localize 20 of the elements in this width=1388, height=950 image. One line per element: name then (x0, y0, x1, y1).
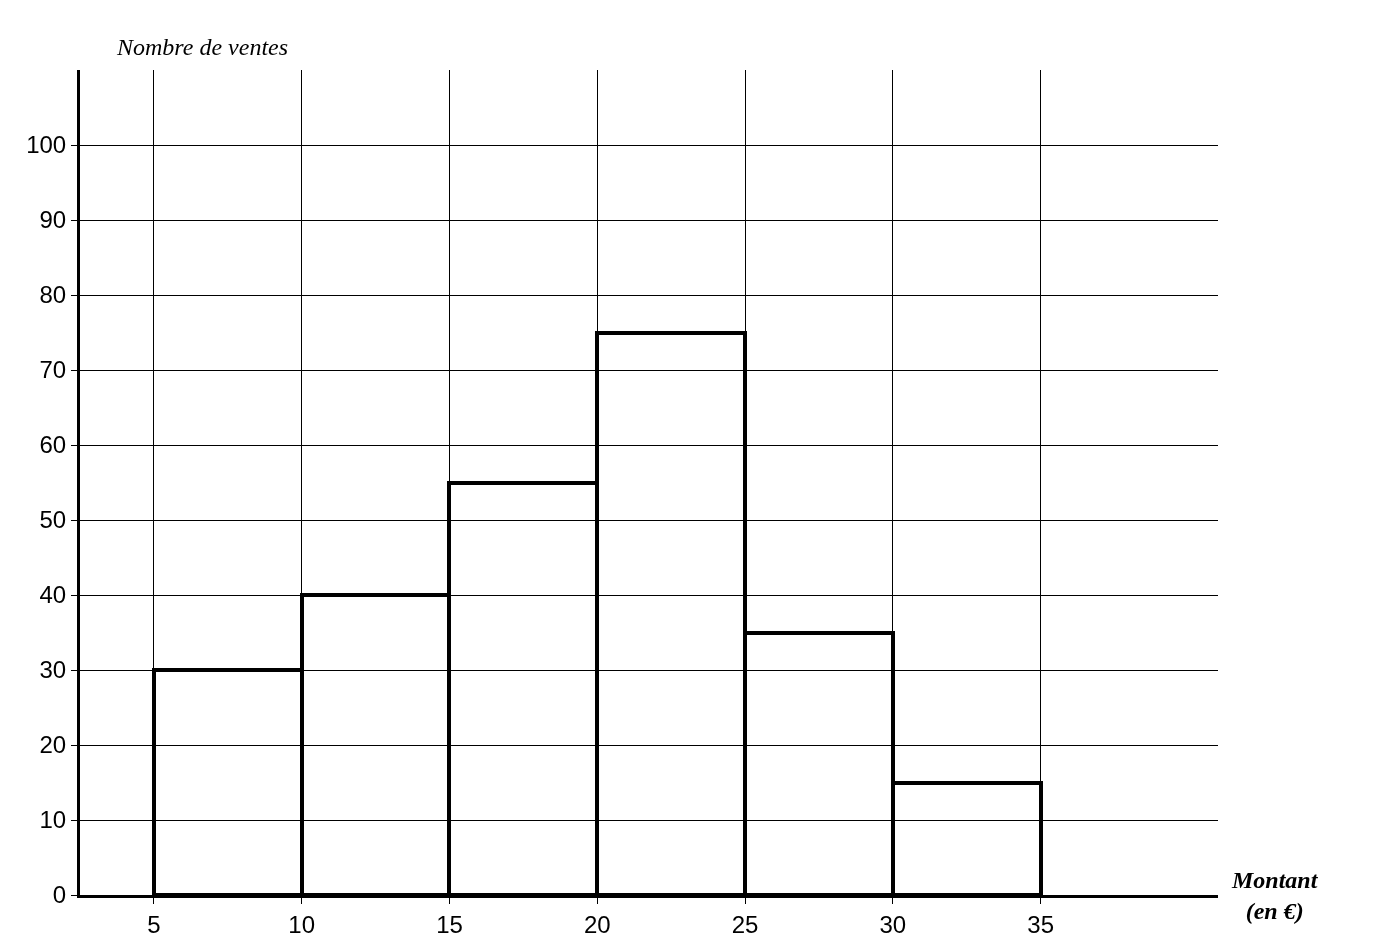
x-tick-label: 25 (731, 910, 759, 938)
x-tick-label: 35 (1027, 910, 1054, 938)
y-tick-label: 90 (39, 206, 67, 234)
y-tick-label: 0 (52, 881, 67, 909)
x-tick-label: 10 (288, 910, 316, 938)
y-tick-label: 10 (39, 806, 67, 834)
y-tick-label: 30 (39, 656, 67, 684)
y-axis-title: Nombre de ventes (116, 34, 289, 60)
y-tick-label: 70 (39, 356, 67, 384)
y-tick-label: 80 (39, 281, 67, 309)
y-tick-label: 40 (39, 581, 67, 609)
y-tick-label: 20 (39, 731, 67, 759)
y-tick-label: 50 (39, 506, 67, 534)
x-tick-label: 5 (147, 910, 161, 938)
x-tick-label: 30 (879, 910, 907, 938)
y-tick-label: 100 (26, 131, 67, 159)
x-tick-label: 20 (583, 910, 611, 938)
x-tick-label: 15 (436, 910, 463, 938)
y-tick-label: 60 (39, 431, 67, 459)
x-axis-title: Montant (en €) (1231, 867, 1319, 925)
